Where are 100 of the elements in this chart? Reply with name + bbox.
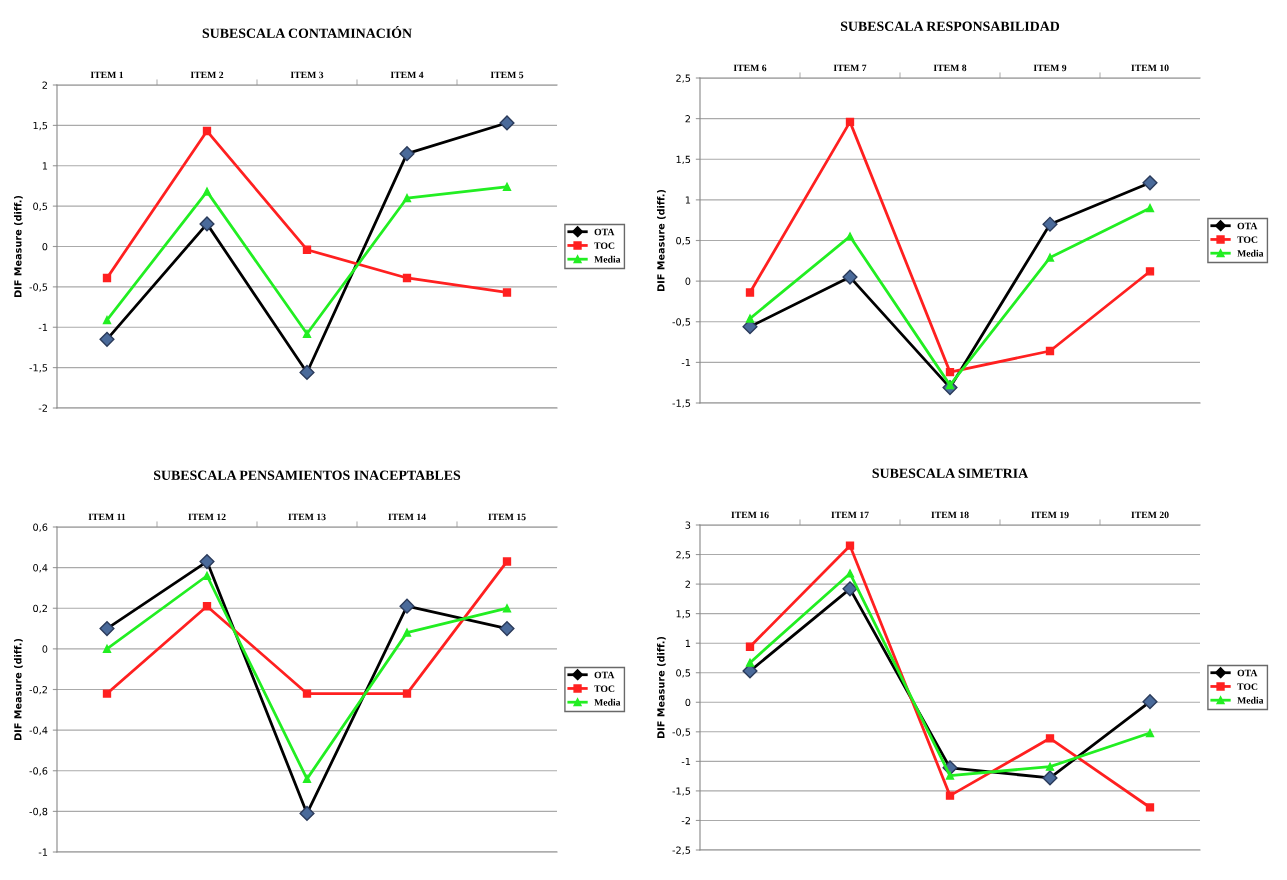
x-tick-label: ITEM 11 — [88, 513, 126, 521]
point — [845, 541, 855, 550]
chart-title: SUBESCALA RESPONSABILIDAD — [840, 21, 1060, 31]
point — [302, 245, 312, 254]
point — [1045, 253, 1055, 262]
chart-title: SUBESCALA PENSAMIENTOS INACEPTABLES — [154, 470, 461, 480]
point — [945, 791, 955, 800]
point — [202, 187, 212, 196]
x-tick-label: ITEM 7 — [833, 64, 867, 72]
point — [502, 604, 512, 613]
y-axis-title: DIF Measure (diff.) — [657, 189, 666, 292]
point — [745, 288, 755, 297]
y-tick-label: -1,5 — [672, 787, 691, 796]
point — [1145, 267, 1155, 276]
chart-title: SUBESCALA SIMETRIA — [872, 468, 1029, 478]
point — [845, 569, 855, 578]
y-tick-label: 1,5 — [33, 121, 48, 131]
point — [102, 644, 112, 654]
y-axis-title: DIF Measure (diff.) — [657, 636, 666, 739]
point — [302, 329, 312, 338]
x-tick-label: ITEM 15 — [488, 513, 526, 521]
point — [302, 689, 312, 698]
point — [402, 689, 412, 698]
y-tick-label: -0,8 — [29, 807, 48, 817]
x-tick-label: ITEM 9 — [1033, 64, 1067, 72]
point — [1145, 728, 1155, 738]
y-tick-label: -0,5 — [672, 318, 691, 327]
point — [845, 117, 855, 127]
y-tick-label: -1 — [681, 757, 691, 766]
y-tick-label: 1 — [685, 639, 691, 647]
point — [502, 182, 512, 191]
y-tick-label: 0,5 — [33, 202, 48, 211]
point — [845, 232, 855, 241]
y-tick-label: 0 — [685, 277, 691, 285]
x-tick-label: ITEM 17 — [831, 511, 869, 519]
legend-label: Media — [594, 255, 621, 263]
legend-label: OTA — [594, 228, 615, 236]
x-tick-label: ITEM 2 — [190, 71, 224, 79]
y-tick-label: 2 — [685, 115, 690, 123]
x-tick-label: ITEM 12 — [188, 513, 226, 521]
y-tick-label: -0,5 — [29, 283, 48, 292]
y-tick-label: -1,5 — [672, 399, 691, 408]
legend-label: OTA — [1237, 669, 1258, 677]
point — [945, 367, 955, 377]
y-tick-label: 0 — [42, 645, 48, 653]
point — [202, 126, 212, 136]
y-tick-label: -0,6 — [29, 767, 48, 776]
y-tick-label: -1,5 — [29, 364, 48, 373]
point — [402, 273, 412, 283]
y-tick-label: -2 — [38, 404, 47, 412]
legend-label: OTA — [1237, 222, 1258, 230]
y-tick-label: -1 — [38, 848, 48, 856]
point — [502, 557, 512, 566]
y-tick-label: 0,4 — [33, 564, 48, 573]
x-tick-label: ITEM 18 — [931, 511, 969, 519]
y-tick-label: 3 — [685, 521, 691, 529]
y-tick-label: -1 — [681, 358, 691, 367]
y-tick-label: -2,5 — [672, 846, 691, 855]
chart-title: SUBESCALA CONTAMINACIÓN — [202, 25, 412, 38]
x-tick-label: ITEM 19 — [1031, 511, 1069, 519]
x-tick-label: ITEM 6 — [733, 64, 767, 72]
y-tick-label: 0,6 — [33, 523, 48, 532]
y-tick-label: 1 — [685, 196, 691, 204]
point — [402, 193, 412, 203]
legend-label: TOC — [1237, 683, 1258, 690]
y-axis-title: DIF Measure (diff.) — [14, 195, 23, 298]
point — [202, 571, 212, 580]
y-tick-label: 0,5 — [676, 236, 691, 246]
y-tick-label: -0,4 — [29, 726, 48, 735]
legend-label: Media — [594, 698, 621, 706]
y-axis-title: DIF Measure (diff.) — [14, 638, 23, 741]
point — [1045, 346, 1055, 356]
x-tick-label: ITEM 10 — [1131, 64, 1169, 72]
x-tick-label: ITEM 8 — [933, 64, 967, 72]
x-tick-label: ITEM 20 — [1131, 511, 1169, 519]
y-tick-label: -0,2 — [29, 685, 47, 695]
x-tick-label: ITEM 3 — [290, 71, 324, 79]
point — [102, 689, 112, 698]
point — [302, 774, 312, 784]
y-tick-label: 0,2 — [33, 604, 47, 614]
x-tick-label: ITEM 4 — [390, 71, 424, 79]
legend-label: Media — [1237, 696, 1264, 704]
y-tick-label: 0 — [42, 242, 48, 251]
x-tick-label: ITEM 16 — [731, 511, 769, 519]
y-tick-label: 0 — [685, 698, 691, 707]
point — [1045, 734, 1055, 743]
y-tick-label: 2,5 — [676, 74, 691, 83]
y-tick-label: 0,5 — [676, 669, 691, 678]
point — [1145, 203, 1155, 213]
point — [745, 658, 755, 667]
point — [745, 642, 755, 651]
point — [745, 314, 755, 323]
point — [202, 602, 212, 611]
y-tick-label: -2 — [681, 816, 690, 825]
legend-label: TOC — [594, 685, 615, 692]
point — [945, 771, 955, 780]
y-tick-label: 2 — [42, 81, 47, 89]
point — [402, 628, 412, 637]
y-tick-label: 2 — [685, 580, 690, 588]
y-tick-label: -0,5 — [672, 728, 691, 737]
